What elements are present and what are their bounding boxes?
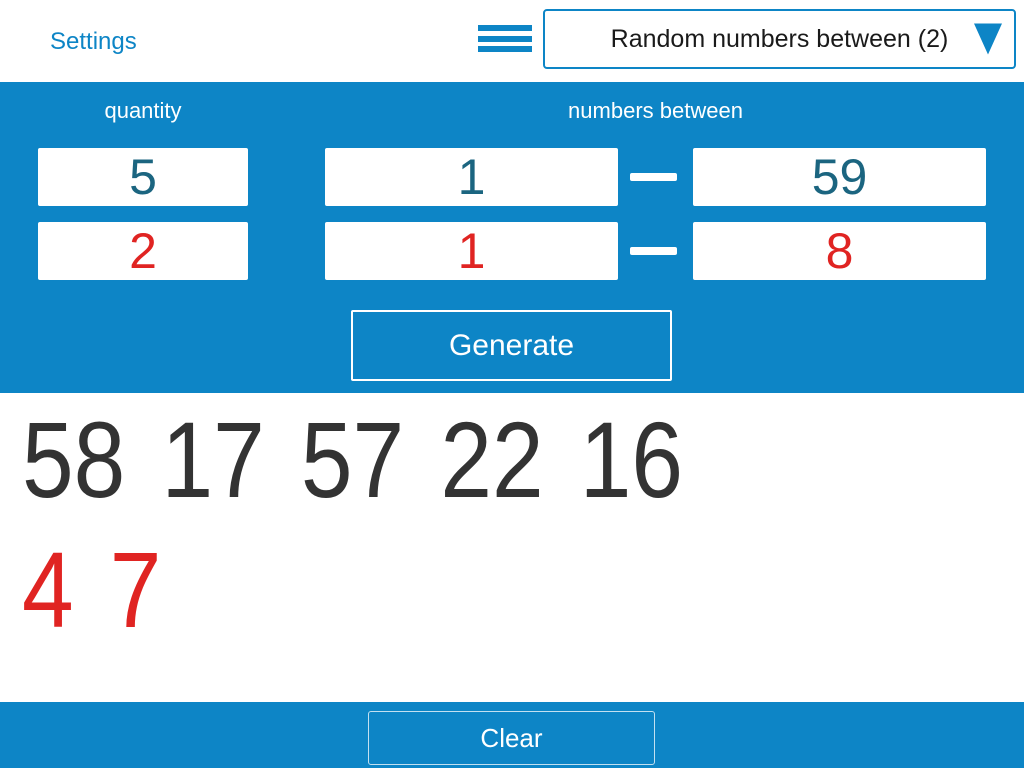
- min-input-set1[interactable]: [325, 148, 618, 206]
- max-input-set1[interactable]: [693, 148, 986, 206]
- mode-dropdown-selected-label: Random numbers between (2): [610, 24, 949, 53]
- result-number: 4: [22, 529, 74, 650]
- result-number: 22: [440, 399, 544, 520]
- quantity-label: quantity: [104, 98, 182, 123]
- result-line: 58 17 57 22 16: [22, 406, 719, 514]
- quantity-input-set2[interactable]: [38, 222, 248, 280]
- quantity-input-set1[interactable]: [38, 148, 248, 206]
- result-number: 17: [161, 399, 265, 520]
- min-input-set2[interactable]: [325, 222, 618, 280]
- range-dash-icon: [630, 247, 677, 255]
- result-number: 57: [300, 399, 405, 520]
- range-dash-icon: [630, 173, 677, 181]
- controls-panel: quantity numbers between Generate: [0, 82, 1024, 393]
- hamburger-bar: [478, 35, 532, 42]
- mode-dropdown[interactable]: Random numbers between (2): [543, 9, 1016, 69]
- hamburger-bar: [478, 46, 532, 52]
- hamburger-bar: [478, 25, 532, 31]
- settings-button[interactable]: Settings: [50, 28, 137, 55]
- clear-button[interactable]: Clear: [368, 711, 655, 765]
- result-number: 16: [579, 399, 684, 520]
- results-area: 58 17 57 22 16 4 7: [0, 393, 1024, 702]
- max-input-set2[interactable]: [693, 222, 986, 280]
- header: Settings Random numbers between (2): [0, 0, 1024, 82]
- generate-button[interactable]: Generate: [351, 310, 672, 381]
- footer-bar: Clear: [0, 702, 1024, 768]
- result-number: 58: [22, 399, 126, 520]
- numbers-between-label: numbers between: [568, 98, 743, 123]
- hamburger-menu-icon[interactable]: [478, 25, 532, 52]
- triangle-down-icon: [974, 23, 1002, 55]
- result-number: 7: [109, 529, 162, 650]
